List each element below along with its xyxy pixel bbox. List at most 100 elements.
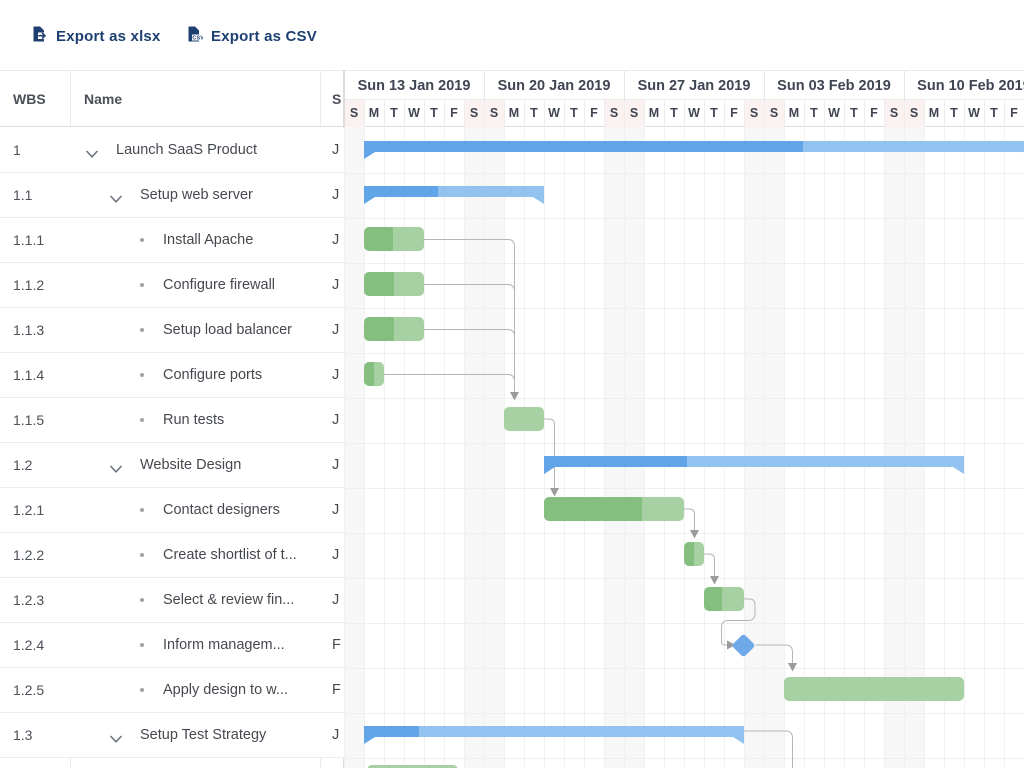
week-header-cell: Sun 10 Feb 2019	[903, 71, 1024, 100]
day-header-cell: M	[363, 100, 384, 127]
gantt-task-bar[interactable]	[363, 272, 424, 296]
gantt-task-bar[interactable]	[703, 587, 744, 611]
day-header-cell: F	[723, 100, 744, 127]
grid-line	[843, 127, 845, 768]
grid-line	[963, 127, 965, 768]
task-start-date: J	[332, 186, 340, 203]
table-row[interactable]: 1.1.3 Setup load balancer J	[0, 307, 344, 353]
gantt-task-bar[interactable]	[783, 677, 964, 701]
column-header-name[interactable]: Name	[84, 91, 123, 107]
task-wbs: 1.3	[13, 726, 33, 743]
parent-progress-fill	[543, 455, 687, 467]
task-progress-fill	[683, 542, 694, 566]
task-name: Website Design	[140, 456, 242, 473]
gantt-task-bar[interactable]	[543, 497, 684, 521]
table-row[interactable]: 1.1.4 Configure ports J	[0, 352, 344, 398]
grid-line	[903, 127, 905, 768]
table-row[interactable]: 1.2.1 Contact designers J	[0, 487, 344, 533]
grid-line	[443, 127, 445, 768]
export-csv-label: Export as CSV	[211, 27, 317, 45]
day-header-cell: S	[344, 100, 364, 127]
export-xlsx-button[interactable]: Export as xlsx	[30, 24, 161, 48]
task-name: Configure ports	[163, 366, 263, 383]
grid-line	[943, 127, 945, 768]
grid-line	[344, 127, 345, 768]
parent-bar-left-cap	[363, 196, 375, 204]
grid-line	[383, 127, 385, 768]
day-header-cell: S	[903, 100, 924, 127]
grid-line	[344, 577, 1024, 579]
svg-text:CSV: CSV	[192, 36, 203, 42]
chevron-down-icon[interactable]	[110, 731, 122, 749]
task-progress-fill	[363, 317, 394, 341]
task-start-date: J	[332, 411, 340, 428]
task-start-date: J	[332, 546, 340, 563]
bullet-icon	[140, 597, 144, 602]
task-start-date: J	[332, 276, 340, 293]
grid-line	[623, 127, 625, 768]
parent-bar-left-cap	[363, 151, 375, 159]
parent-progress-fill	[363, 185, 438, 197]
task-wbs: 1.1.3	[13, 321, 45, 338]
gantt-task-bar[interactable]	[683, 542, 704, 566]
toolbar: Export as xlsx CSV Export as CSV	[0, 0, 1024, 70]
column-header-startdate[interactable]: S	[332, 91, 342, 107]
export-csv-button[interactable]: CSV Export as CSV	[185, 24, 317, 48]
task-start-date: J	[332, 591, 340, 608]
table-row[interactable]: 1.1.2 Configure firewall J	[0, 262, 344, 308]
grid-line	[463, 127, 465, 768]
gantt-task-bar[interactable]	[363, 317, 424, 341]
table-row[interactable]: 1.2.5 Apply design to w... F	[0, 667, 344, 713]
table-row[interactable]: 1.3 Setup Test Strategy J	[0, 712, 344, 758]
day-header-cell: M	[923, 100, 944, 127]
chevron-down-icon[interactable]	[110, 461, 122, 479]
dependency-lines	[383, 239, 797, 768]
gantt-parent-bar[interactable]	[363, 725, 744, 744]
day-header-cell: T	[843, 100, 864, 127]
task-name: Contact designers	[163, 501, 280, 518]
task-progress-fill	[543, 497, 642, 521]
grid-line	[723, 127, 725, 768]
table-row[interactable]: 1.1.1 Install Apache J	[0, 217, 344, 263]
bullet-icon	[140, 417, 144, 422]
grid-line	[344, 262, 1024, 264]
table-row[interactable]: 1.2 Website Design J	[0, 442, 344, 488]
gantt-parent-bar[interactable]	[363, 140, 1024, 159]
chevron-down-icon[interactable]	[110, 191, 122, 209]
column-header-wbs[interactable]: WBS	[13, 91, 46, 107]
grid-line	[344, 712, 1024, 714]
grid-line	[763, 127, 765, 768]
gantt-task-bar[interactable]	[503, 407, 544, 431]
table-row[interactable]: 1.1.5 Run tests J	[0, 397, 344, 443]
table-row[interactable]: 1.2.4 Inform managem... F	[0, 622, 344, 668]
grid-line	[1003, 127, 1005, 768]
table-row[interactable]: 1.2.3 Select & review fin... J	[0, 577, 344, 623]
task-name: Configure firewall	[163, 276, 276, 293]
day-header-cell: T	[663, 100, 684, 127]
task-start-date: J	[332, 726, 340, 743]
table-row[interactable]: 1.2.2 Create shortlist of t... J	[0, 532, 344, 578]
grid-line	[823, 127, 825, 768]
gantt-task-bar[interactable]	[363, 362, 384, 386]
task-start-date: J	[332, 141, 340, 158]
gantt-parent-bar[interactable]	[363, 185, 544, 204]
weekend-column	[763, 127, 784, 768]
grid-line	[923, 127, 925, 768]
bullet-icon	[140, 687, 144, 692]
grid-line	[344, 532, 1024, 534]
day-header-cell: T	[943, 100, 964, 127]
gantt-task-bar[interactable]	[366, 765, 458, 768]
table-row[interactable]: 1 Launch SaaS Product J	[0, 127, 344, 173]
chevron-down-icon[interactable]	[86, 146, 98, 164]
grid-line	[403, 127, 405, 768]
day-header-cell: M	[643, 100, 664, 127]
gantt-parent-bar[interactable]	[543, 455, 964, 474]
weekend-column	[463, 127, 484, 768]
day-header-cell: T	[983, 100, 1004, 127]
gantt-task-bar[interactable]	[363, 227, 424, 251]
grid-line	[583, 127, 585, 768]
parent-progress-fill	[363, 140, 803, 152]
table-row[interactable]: 1.1 Setup web server J	[0, 172, 344, 218]
day-header-cell: S	[463, 100, 484, 127]
grid-line	[344, 757, 1024, 759]
